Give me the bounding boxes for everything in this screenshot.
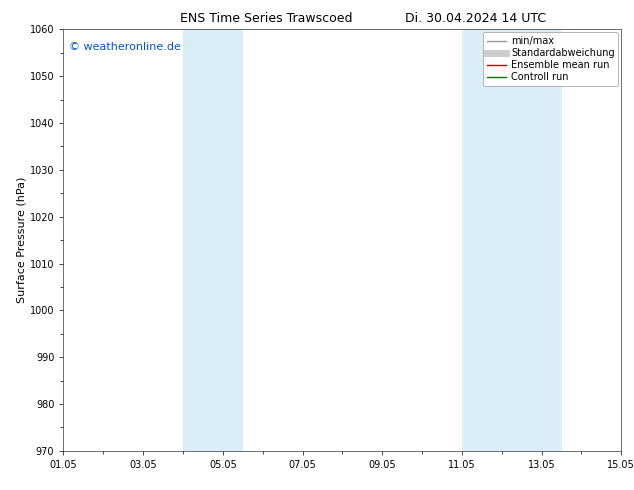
Legend: min/max, Standardabweichung, Ensemble mean run, Controll run: min/max, Standardabweichung, Ensemble me… — [482, 32, 618, 86]
Y-axis label: Surface Pressure (hPa): Surface Pressure (hPa) — [17, 177, 27, 303]
Bar — [183, 29, 243, 451]
Text: ENS Time Series Trawscoed: ENS Time Series Trawscoed — [180, 12, 353, 25]
Bar — [462, 29, 562, 451]
Text: Di. 30.04.2024 14 UTC: Di. 30.04.2024 14 UTC — [405, 12, 546, 25]
Text: © weatheronline.de: © weatheronline.de — [69, 42, 181, 52]
